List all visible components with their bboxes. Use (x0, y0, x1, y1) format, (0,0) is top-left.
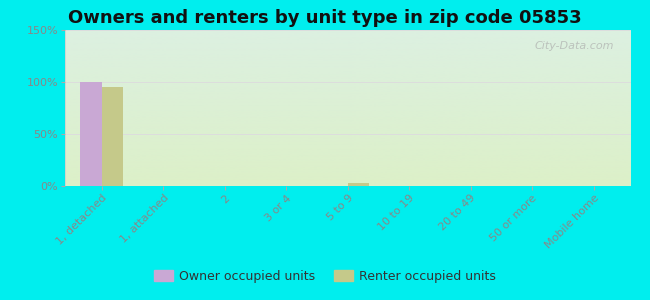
Legend: Owner occupied units, Renter occupied units: Owner occupied units, Renter occupied un… (149, 265, 501, 288)
Bar (348, 183, 369, 186)
Bar (102, 87, 124, 186)
Text: Owners and renters by unit type in zip code 05853: Owners and renters by unit type in zip c… (68, 9, 582, 27)
Bar (81, 82, 102, 186)
Text: City-Data.com: City-Data.com (534, 41, 614, 51)
